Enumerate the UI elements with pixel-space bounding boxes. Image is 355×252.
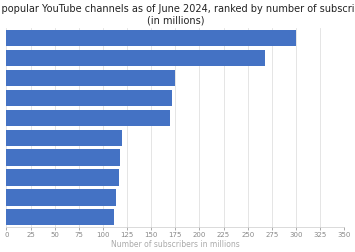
- Bar: [6, 170, 119, 186]
- Bar: [6, 31, 296, 47]
- X-axis label: Number of subscribers in millions: Number of subscribers in millions: [111, 239, 240, 248]
- Bar: [6, 190, 116, 206]
- Bar: [6, 71, 175, 87]
- Bar: [6, 90, 173, 107]
- Bar: [6, 110, 170, 127]
- Title: Most popular YouTube channels as of June 2024, ranked by number of subscribers
(: Most popular YouTube channels as of June…: [0, 4, 355, 26]
- Bar: [6, 130, 122, 146]
- Bar: [6, 150, 120, 166]
- Bar: [6, 209, 115, 226]
- Bar: [6, 51, 265, 67]
